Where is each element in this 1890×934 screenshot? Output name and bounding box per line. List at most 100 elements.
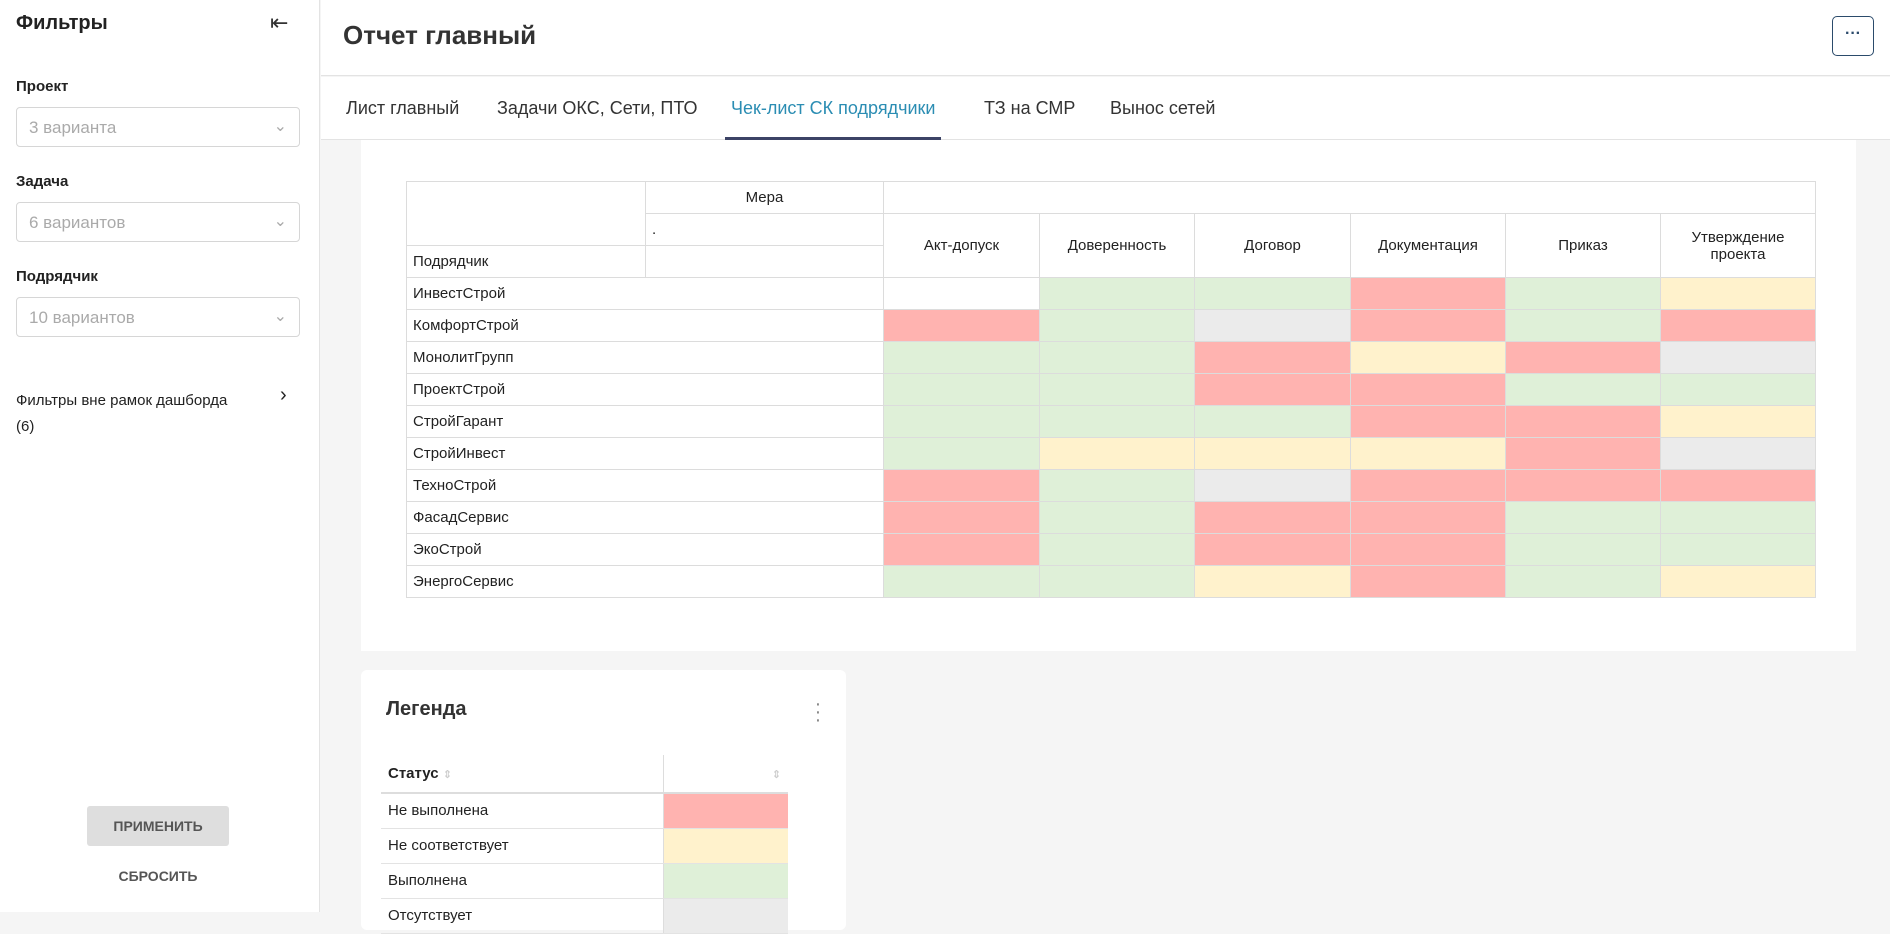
status-cell[interactable]	[1350, 501, 1506, 534]
status-cell[interactable]	[1505, 437, 1661, 470]
status-cell[interactable]	[1039, 469, 1195, 502]
contractor-name: СтройГарант	[406, 405, 884, 438]
column-header: Документация	[1350, 213, 1506, 278]
status-cell[interactable]	[1039, 437, 1195, 470]
status-cell[interactable]	[1194, 309, 1351, 342]
status-cell[interactable]	[883, 405, 1040, 438]
table-row: ИнвестСтрой	[406, 277, 1816, 310]
status-cell[interactable]	[883, 341, 1040, 374]
status-cell[interactable]	[1039, 405, 1195, 438]
status-cell[interactable]	[1505, 565, 1661, 598]
status-cell[interactable]	[883, 533, 1040, 566]
status-cell[interactable]	[1660, 565, 1816, 598]
status-cell[interactable]	[1039, 309, 1195, 342]
status-cell[interactable]	[1660, 309, 1816, 342]
measure-header: Мера	[645, 181, 884, 214]
status-cell[interactable]	[883, 501, 1040, 534]
status-cell[interactable]	[1660, 437, 1816, 470]
contractor-name: СтройИнвест	[406, 437, 884, 470]
status-cell[interactable]	[1194, 341, 1351, 374]
filter-select-contractor[interactable]: 10 вариантов ⌄	[16, 297, 300, 337]
status-cell[interactable]	[1194, 373, 1351, 406]
status-cell[interactable]	[883, 277, 1040, 310]
status-cell[interactable]	[1039, 277, 1195, 310]
status-cell[interactable]	[1039, 341, 1195, 374]
status-cell[interactable]	[1350, 373, 1506, 406]
outside-filters-label: Фильтры вне рамок дашборда	[16, 392, 228, 409]
tab-networks[interactable]: Вынос сетей	[1110, 98, 1216, 118]
status-cell[interactable]	[1039, 565, 1195, 598]
status-cell[interactable]	[1350, 469, 1506, 502]
status-cell[interactable]	[1505, 277, 1661, 310]
table-row: СтройГарант	[406, 405, 1816, 438]
status-cell[interactable]	[1194, 501, 1351, 534]
color-column-header[interactable]: ⇕	[663, 755, 788, 794]
checklist-panel: Мера . Акт-допуск Доверенность Договор Д…	[361, 140, 1856, 651]
status-cell[interactable]	[1194, 469, 1351, 502]
filter-value: 10 вариантов	[29, 308, 135, 327]
status-cell[interactable]	[883, 437, 1040, 470]
status-cell[interactable]	[1660, 373, 1816, 406]
kebab-menu-icon[interactable]: · · ·	[814, 693, 822, 731]
page-header: Отчет главный ···	[321, 0, 1890, 76]
status-cell[interactable]	[1505, 309, 1661, 342]
row-header-label: Подрядчик	[406, 245, 646, 278]
status-cell[interactable]	[883, 469, 1040, 502]
status-cell[interactable]	[1350, 405, 1506, 438]
apply-button[interactable]: ПРИМЕНИТЬ	[87, 806, 229, 846]
status-cell[interactable]	[1194, 565, 1351, 598]
status-cell[interactable]	[1194, 533, 1351, 566]
status-cell[interactable]	[883, 373, 1040, 406]
status-cell[interactable]	[1039, 501, 1195, 534]
legend-table: Статус ⇕ ⇕ Не выполнена Не соответствует В…	[381, 755, 788, 934]
status-cell[interactable]	[1660, 501, 1816, 534]
contractor-name: ТехноСтрой	[406, 469, 884, 502]
status-cell[interactable]	[1350, 565, 1506, 598]
legend-title: Легенда	[386, 698, 467, 720]
status-cell[interactable]	[1505, 533, 1661, 566]
collapse-sidebar-icon[interactable]: ⇤	[270, 10, 289, 35]
status-cell[interactable]	[1350, 277, 1506, 310]
status-cell[interactable]	[1660, 405, 1816, 438]
outside-filters-link[interactable]: Фильтры вне рамок дашборда (6)	[16, 388, 256, 440]
status-cell[interactable]	[1505, 405, 1661, 438]
status-cell[interactable]	[1350, 341, 1506, 374]
more-options-button[interactable]: ···	[1832, 16, 1874, 56]
filter-label-task: Задача	[16, 173, 69, 190]
legend-label: Не соответствует	[381, 828, 664, 864]
table-row: ЭнергоСервис	[406, 565, 1816, 598]
status-cell[interactable]	[883, 565, 1040, 598]
contractor-name: МонолитГрупп	[406, 341, 884, 374]
status-cell[interactable]	[1505, 373, 1661, 406]
status-cell[interactable]	[1039, 373, 1195, 406]
tab-checklist[interactable]: Чек-лист СК подрядчики	[725, 77, 942, 140]
reset-button[interactable]: СБРОСИТЬ	[118, 868, 198, 884]
status-cell[interactable]	[1194, 437, 1351, 470]
status-column-header[interactable]: Статус ⇕	[381, 755, 664, 794]
sort-icon[interactable]: ⇕	[771, 769, 781, 781]
status-cell[interactable]	[883, 309, 1040, 342]
status-cell[interactable]	[1660, 277, 1816, 310]
status-cell[interactable]	[1505, 469, 1661, 502]
status-header-label: Статус	[388, 765, 439, 782]
status-cell[interactable]	[1194, 405, 1351, 438]
filter-select-project[interactable]: 3 варианта ⌄	[16, 107, 300, 147]
status-cell[interactable]	[1505, 501, 1661, 534]
tab-oks-tasks[interactable]: Задачи ОКС, Сети, ПТО	[497, 98, 698, 118]
tab-tz-smr[interactable]: ТЗ на СМР	[984, 98, 1076, 118]
status-cell[interactable]	[1350, 309, 1506, 342]
sort-icon[interactable]: ⇕	[442, 769, 452, 781]
filter-value: 3 варианта	[29, 118, 117, 137]
status-cell[interactable]	[1660, 469, 1816, 502]
tab-main-sheet[interactable]: Лист главный	[346, 98, 460, 118]
status-cell[interactable]	[1505, 341, 1661, 374]
status-cell[interactable]	[1194, 277, 1351, 310]
status-cell[interactable]	[1350, 533, 1506, 566]
status-cell[interactable]	[1660, 341, 1816, 374]
status-cell[interactable]	[1350, 437, 1506, 470]
filter-select-task[interactable]: 6 вариантов ⌄	[16, 202, 300, 242]
contractor-name: ЭнергоСервис	[406, 565, 884, 598]
status-cell[interactable]	[1660, 533, 1816, 566]
status-cell[interactable]	[1039, 533, 1195, 566]
chevron-right-icon[interactable]: ›	[280, 384, 287, 406]
